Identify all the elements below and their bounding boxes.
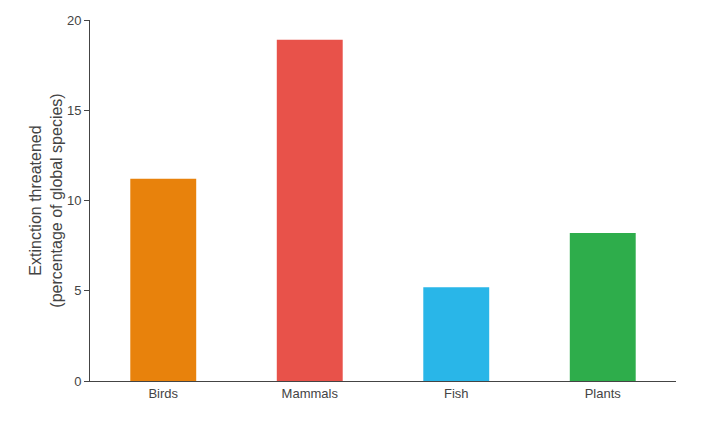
svg-text:Fish: Fish <box>444 386 469 401</box>
svg-text:10: 10 <box>67 193 81 208</box>
svg-text:5: 5 <box>74 283 81 298</box>
svg-text:15: 15 <box>67 103 81 118</box>
svg-text:20: 20 <box>67 13 81 28</box>
svg-text:Birds: Birds <box>148 386 178 401</box>
svg-text:Mammals: Mammals <box>282 386 339 401</box>
svg-text:0: 0 <box>74 374 81 389</box>
svg-text:Extinction threatened(percenta: Extinction threatened(percentage of glob… <box>27 93 65 307</box>
svg-text:Plants: Plants <box>585 386 622 401</box>
